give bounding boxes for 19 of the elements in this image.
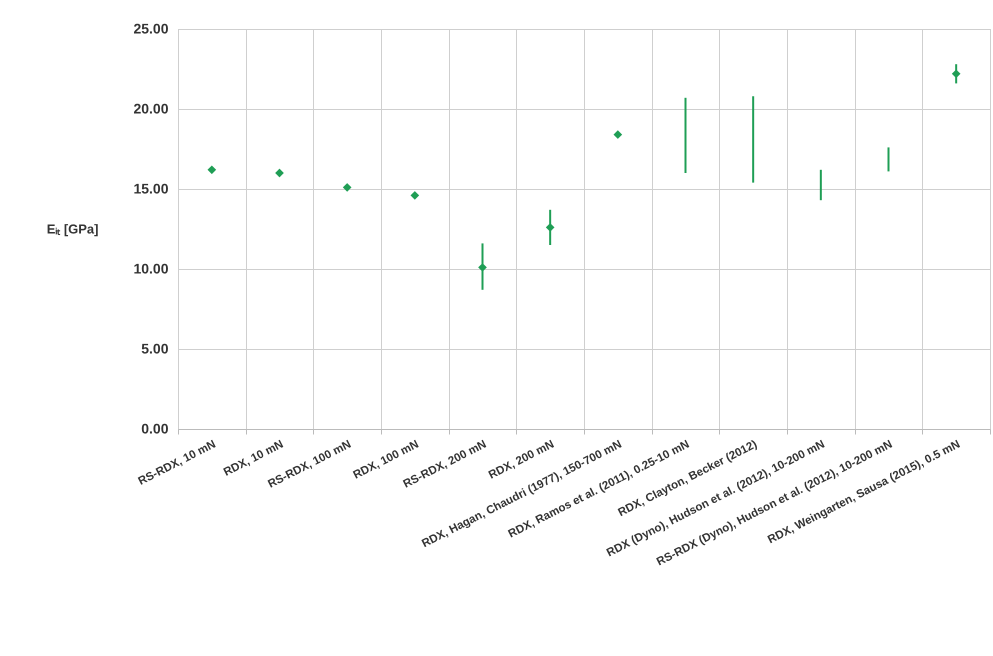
y-tick-label: 5.00 — [141, 340, 169, 356]
point — [342, 183, 352, 192]
bar — [752, 96, 754, 183]
y-tick-label: 15.00 — [133, 180, 169, 196]
bar — [888, 147, 890, 172]
point — [208, 165, 216, 174]
point — [410, 191, 420, 200]
point — [546, 223, 554, 232]
y-axis-title: Eᵢₜ [GPa] — [46, 222, 98, 236]
point — [614, 130, 622, 139]
point — [952, 69, 960, 78]
bar — [684, 98, 686, 173]
y-tick-label: 10.00 — [133, 260, 169, 276]
point — [275, 168, 284, 178]
point — [478, 263, 487, 272]
bar — [820, 170, 822, 200]
y-tick-label: 20.00 — [133, 100, 169, 116]
y-tick-label: 25.00 — [133, 20, 169, 36]
y-tick-label: 0.00 — [141, 420, 169, 436]
